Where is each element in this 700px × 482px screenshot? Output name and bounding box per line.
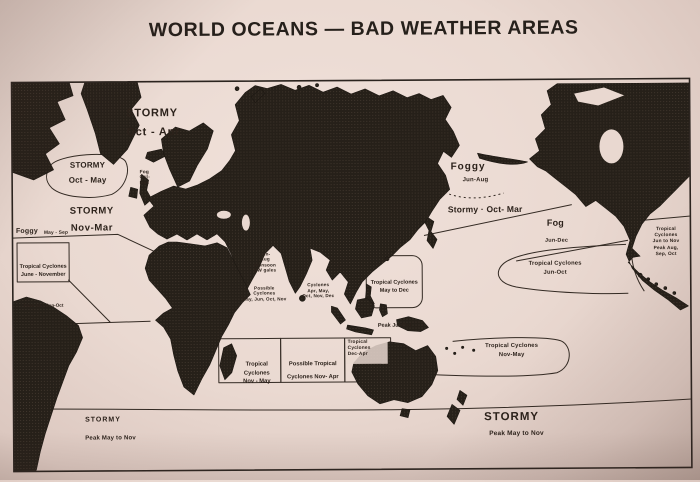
continent-eurasia xyxy=(143,84,460,305)
label-stormy-south-atlantic: STORMY xyxy=(85,416,121,424)
island-svalbard xyxy=(234,86,240,91)
island-tasmania xyxy=(399,408,411,418)
label-stormy-south-pacific-peak: Peak May to Nov xyxy=(489,429,544,438)
hudson-bay xyxy=(599,129,624,164)
arctic-channel xyxy=(574,87,625,106)
island-sumatra xyxy=(331,305,346,325)
label-possible-tc-indian: Possible Tropical Cyclones Nov- Apr xyxy=(286,361,339,381)
island-java xyxy=(346,324,374,336)
continent-greenland xyxy=(80,80,142,165)
label-tc-west-atlantic-peak: Peak Aug-Sep-Oct xyxy=(23,302,64,308)
caspian-sea xyxy=(241,214,250,231)
island-alaska-peninsula xyxy=(477,152,528,165)
black-sea xyxy=(216,210,231,219)
region-box-tc-west-atlantic: Tropical Cyclones June - November Peak A… xyxy=(17,243,69,308)
label-foggy-bering: Foggy xyxy=(450,161,486,173)
island-taiwan xyxy=(384,256,390,262)
label-tc-west-pacific: Tropical Cyclones May to Dec xyxy=(370,279,418,294)
region-box-tc-west-pacific: Tropical Cyclones May to Dec Peak Jul-Oc… xyxy=(366,256,422,329)
island-iceland xyxy=(145,148,166,163)
boundary-fog-nepacific xyxy=(516,239,629,262)
region-box-tc-madagascar: Tropical Cyclones Nov - May xyxy=(219,338,281,386)
continent-africa xyxy=(144,241,251,396)
label-cyclones-bay-of-bengal: Cyclones Apr, May, Oct, Nov, Dec xyxy=(302,282,335,299)
island-new-zealand-north xyxy=(456,390,468,406)
label-fog-british-isles: Fog Oct- Dec xyxy=(139,170,151,186)
outline-tc-epacific xyxy=(497,243,629,295)
island-novaya-zemlya xyxy=(250,88,266,103)
boundary-equatorial-atlantic xyxy=(70,320,151,325)
label-foggy-grand-banks: Foggy xyxy=(15,227,38,236)
label-stormy-north-pacific: Stormy · Oct- Mar xyxy=(447,203,523,215)
region-box-possible-tc-indian: Possible Tropical Cyclones Nov- Apr xyxy=(281,338,345,382)
boundary-foggy-banks xyxy=(12,233,159,254)
label-possible-cyclones-arabian: Possible Cyclones May, Jun, Oct, Nov xyxy=(242,285,287,302)
label-stormy-norwegian-sea: STORMY Oct - Apr xyxy=(126,107,181,139)
island-borneo xyxy=(355,297,375,319)
outline-tc-spacific xyxy=(390,337,570,377)
label-tc-east-pacific: Tropical Cyclones Jun-Oct xyxy=(528,260,582,277)
island-madagascar xyxy=(219,343,238,381)
continent-south-america xyxy=(12,296,83,472)
island-new-zealand-south xyxy=(446,404,461,425)
label-tc-west-atlantic: Tropical Cyclones June - November xyxy=(19,263,67,278)
label-fog-california-months: Jun-Dec xyxy=(544,237,569,244)
outline-box-tc-watlantic xyxy=(16,242,70,283)
label-tc-nw-australia: Tropical Cyclones Dec-Apr xyxy=(347,339,371,358)
label-foggy-bering-months: Jun-Aug xyxy=(462,177,489,184)
outline-stormy-greenland xyxy=(45,153,128,198)
island-new-guinea xyxy=(396,316,429,332)
label-stormy-south-pacific: STORMY xyxy=(484,410,540,424)
label-tc-south-pacific: Tropical Cyclones Nov-May xyxy=(485,342,539,359)
label-tc-atlantic-hurricanes: Tropical Cyclones Jun to Nov Peak Aug, S… xyxy=(652,227,680,258)
label-fog-california: Fog xyxy=(546,217,565,228)
map-frame xyxy=(10,77,693,473)
continent-labrador xyxy=(12,81,74,181)
label-stormy-greenland-sea: STORMY Oct - May xyxy=(68,160,107,185)
boundary-stormy-npacific xyxy=(423,204,572,237)
continent-north-america xyxy=(529,82,692,311)
islands-caribbean xyxy=(637,272,677,295)
label-tc-west-pacific-peak: Peak Jul-Oct xyxy=(377,322,412,329)
boundary-southern-stormy xyxy=(13,398,692,411)
boundary-watl-diagonal xyxy=(67,279,111,323)
islands-coral-sea xyxy=(445,345,476,355)
label-clearing-nw-australia xyxy=(345,338,388,365)
island-ireland xyxy=(128,187,138,199)
continent-scandinavia xyxy=(161,122,214,188)
island-sulawesi xyxy=(379,303,388,318)
island-arctic-1 xyxy=(296,85,302,90)
island-srilanka xyxy=(299,294,306,302)
label-stormy-south-atlantic-peak: Peak May to Nov xyxy=(85,435,136,442)
outline-box-tc-wpacific xyxy=(365,255,423,309)
island-arctic-2 xyxy=(315,83,319,88)
label-foggy-grand-banks-months: May - Sep xyxy=(43,230,69,236)
label-monsoon-arabian-sea: Jun- Aug Monsoon SW gales xyxy=(254,251,277,273)
label-tc-madagascar: Tropical Cyclones Nov - May xyxy=(243,361,271,386)
island-japan xyxy=(424,217,438,249)
